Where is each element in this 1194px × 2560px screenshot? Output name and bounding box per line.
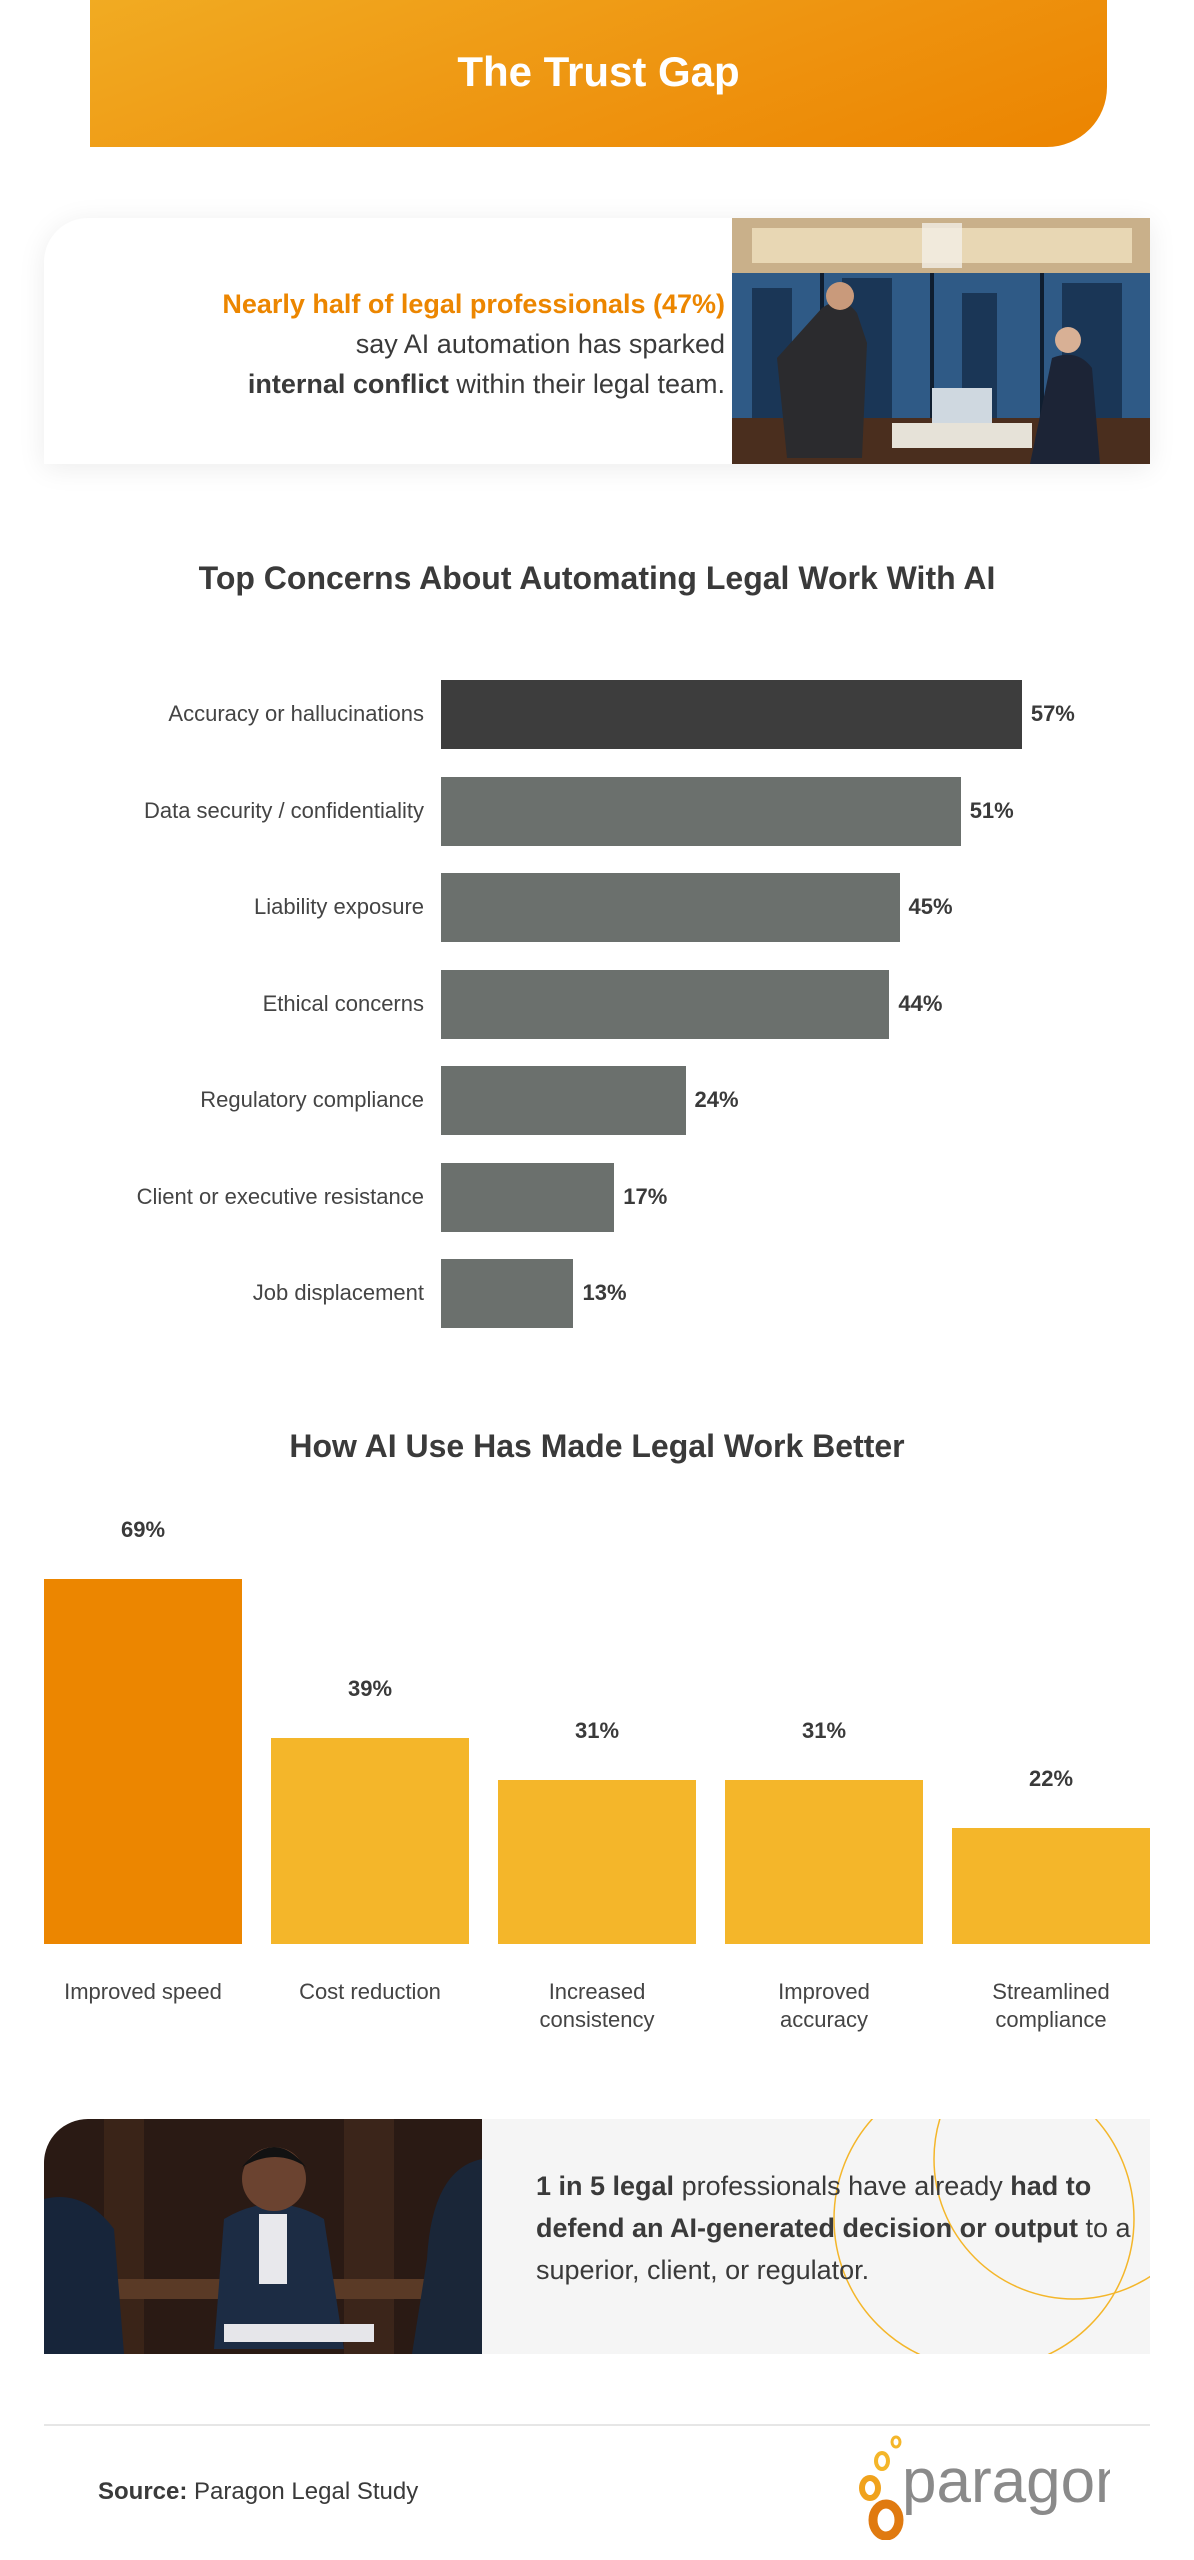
bar-label-line: Improved speed — [64, 1979, 222, 2004]
bar — [441, 1162, 615, 1232]
chart1-title: Top Concerns About Automating Legal Work… — [198, 560, 996, 596]
bar-label: Improved accuracy — [725, 1978, 923, 2034]
bar-label: Improved speed — [44, 1978, 242, 2006]
bar-value: 31% — [801, 1718, 847, 1743]
bar — [952, 1827, 1150, 1944]
bar — [271, 1737, 469, 1944]
bar — [44, 1578, 242, 1944]
bar — [725, 1780, 923, 1944]
courtroom-photo — [44, 2119, 482, 2354]
stat-line: professionals have already — [674, 2171, 1011, 2201]
bar-label-line: consistency — [539, 2007, 655, 2032]
bar-label-line: Streamlined — [992, 1979, 1110, 2004]
bar-value: 69% — [120, 1516, 166, 1542]
stat-line: say AI automation has sparked — [355, 329, 725, 359]
bar-label-line: Improved — [778, 1979, 870, 2004]
stat-bold: had to defend an AI-generated decision o… — [536, 2171, 1092, 2243]
svg-text:paragon: paragon — [902, 2447, 1110, 2516]
bar-value: 24% — [694, 1087, 739, 1112]
stat-bold: 1 in 5 legal — [536, 2171, 675, 2201]
chart2-title: How AI Use Has Made Legal Work Better — [289, 1428, 905, 1464]
bar — [498, 1780, 696, 1944]
stat-card-conflict: Nearly half of legal professionals (47%)… — [44, 218, 1150, 464]
bar-value: 57% — [1030, 701, 1075, 726]
bar-value: 17% — [623, 1183, 668, 1209]
bar-label-line: Increased — [548, 1979, 646, 2004]
bar-value: 44% — [898, 990, 943, 1016]
bar-label-line: accuracy — [779, 2007, 869, 2032]
bar-label: Ethical concerns — [262, 990, 424, 1016]
bar-label: Regulatory compliance — [200, 1087, 424, 1112]
footer-divider — [44, 2424, 1150, 2426]
bar — [441, 969, 890, 1039]
page-title: The Trust Gap — [457, 48, 740, 95]
bar-label: Streamlined compliance — [952, 1978, 1150, 2034]
bar — [441, 1259, 574, 1328]
bar-label: Accuracy or hallucinations — [168, 701, 424, 726]
stat-card-defend: 1 in 5 legal professionals have already … — [44, 2119, 1150, 2354]
bar — [441, 1066, 686, 1135]
bar-value: 45% — [908, 894, 953, 919]
bar-value: 39% — [347, 1675, 393, 1701]
bar-label-line: compliance — [995, 2007, 1107, 2032]
bar-value: 51% — [969, 797, 1014, 823]
source-value: Paragon Legal Study — [187, 2478, 419, 2505]
bar-label: Increased consistency — [498, 1978, 696, 2034]
stat-highlight: Nearly half of legal professionals (47%) — [222, 289, 725, 319]
stat-line: to a superior, client, or regulator. — [536, 2213, 1131, 2285]
bar — [441, 776, 961, 846]
stat-bold: internal conflict — [247, 369, 449, 399]
office-meeting-photo — [732, 218, 1150, 464]
source-label: Source: — [98, 2478, 188, 2505]
stat-line: within their legal team. — [448, 369, 725, 399]
source-note: Source: Paragon Legal Study — [98, 2478, 418, 2506]
bar-label: Liability exposure — [254, 894, 424, 919]
stat-text: 1 in 5 legal professionals have already … — [536, 2165, 1136, 2291]
paragon-logo: paragon — [859, 2435, 1110, 2540]
bar-label: Cost reduction — [271, 1978, 469, 2006]
bar — [441, 680, 1022, 749]
decorative-circles — [833, 2119, 1150, 2354]
bar-value: 13% — [582, 1280, 627, 1305]
bar-value: 22% — [1028, 1765, 1074, 1791]
bar-label: Data security / confidentiality — [143, 797, 424, 823]
header-banner: The Trust Gap — [90, 0, 1107, 147]
stat-text: Nearly half of legal professionals (47%)… — [105, 284, 725, 404]
bar-label: Client or executive resistance — [136, 1183, 424, 1209]
bar — [441, 873, 900, 942]
bar-value: 31% — [574, 1718, 620, 1743]
bar-label-line: Cost reduction — [299, 1979, 441, 2004]
bar-label: Job displacement — [252, 1280, 424, 1305]
